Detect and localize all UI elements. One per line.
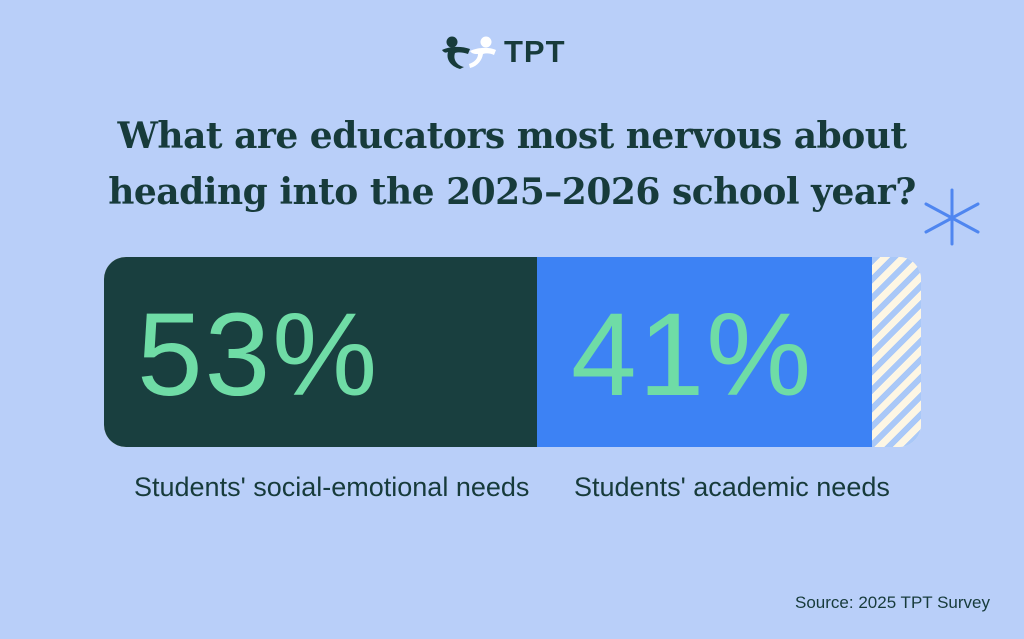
- category-label-academic: Students' academic needs: [574, 472, 890, 502]
- value-label-academic: 41%: [571, 289, 814, 421]
- chart-title: What are educators most nervous about he…: [108, 115, 916, 213]
- bar-segment-social-emotional: 53%: [104, 257, 537, 447]
- source-note: Source: 2025 TPT Survey: [795, 593, 990, 612]
- logo-wordmark: TPT: [504, 34, 566, 69]
- tpt-people-icon: [442, 36, 496, 69]
- tpt-logo: TPT: [440, 32, 590, 72]
- bar-remainder-striped: [872, 257, 921, 447]
- category-label-social-emotional: Students' social-emotional needs: [134, 472, 530, 502]
- sparkle-icon: [924, 188, 980, 246]
- bar-segment-academic: 41%: [537, 257, 872, 447]
- value-label-social-emotional: 53%: [137, 289, 380, 421]
- stacked-bar: 53% 41%: [104, 257, 921, 447]
